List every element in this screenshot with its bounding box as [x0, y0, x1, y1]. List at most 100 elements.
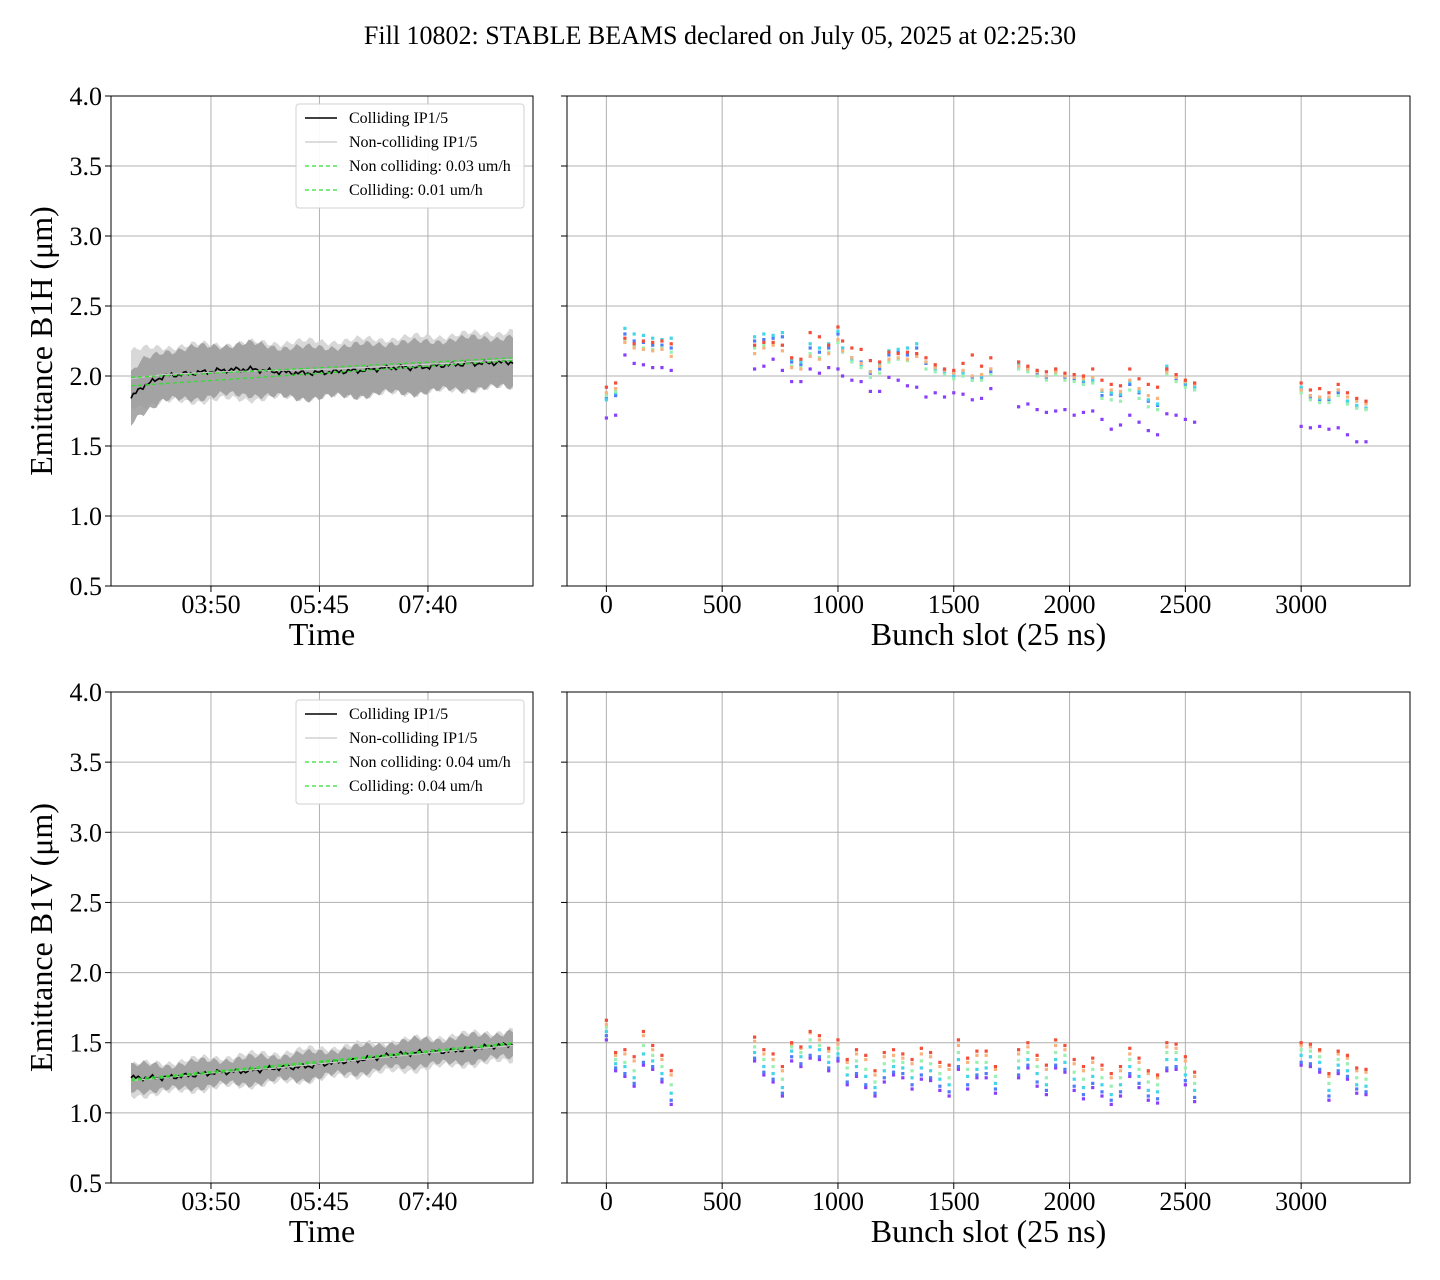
bunch-point [827, 1060, 831, 1064]
bunch-point [887, 353, 891, 357]
bunch-point [975, 1073, 979, 1077]
bunch-point [1063, 1070, 1067, 1074]
bunch-point [1091, 1056, 1095, 1060]
bunch-point [1318, 395, 1322, 399]
bunch-point [984, 1071, 988, 1076]
bunch-point [1299, 1063, 1303, 1067]
bunch-point [799, 1050, 803, 1055]
bunch-point [938, 1084, 942, 1088]
bunch-point [1327, 1081, 1331, 1085]
bunch-point [956, 1067, 960, 1071]
bunch-point [840, 374, 845, 378]
bunch-point [868, 359, 872, 363]
bunch-point [762, 340, 766, 344]
bunch-point [966, 1060, 970, 1064]
bunch-point [905, 353, 910, 357]
non-colliding-line [130, 358, 514, 380]
bunch-point [1054, 1050, 1058, 1055]
bunch-point [1165, 1041, 1169, 1045]
bunch-point [827, 1055, 831, 1059]
bunch-points [604, 1018, 1368, 1107]
bunch-point [780, 1077, 784, 1081]
bunch-point [1035, 408, 1039, 412]
bunch-point [896, 356, 900, 360]
bunch-point [845, 1057, 849, 1062]
bunch-point [1081, 410, 1086, 414]
bunch-point [669, 350, 673, 354]
bunch-point [868, 389, 872, 393]
bunch-point [632, 339, 636, 343]
bunch-point [752, 1056, 757, 1060]
bunch-point [993, 1064, 998, 1069]
bunch-point [1336, 1069, 1340, 1073]
bunch-point [632, 1069, 636, 1073]
bunch-point [780, 1086, 784, 1090]
bunch-point [1155, 1101, 1160, 1105]
bunch-point [1165, 1050, 1169, 1055]
bunch-point [1345, 433, 1350, 437]
bunch-point [1137, 1056, 1141, 1060]
bunch-point [1193, 1100, 1197, 1104]
bunch-point [1174, 1050, 1178, 1055]
bunch-point [1044, 378, 1048, 382]
bunch-point [762, 1070, 766, 1074]
bunch-point [1109, 1071, 1113, 1076]
bunch-point [910, 1062, 914, 1066]
bunch-point [651, 1048, 655, 1052]
bunch-point [1336, 1049, 1340, 1053]
bunch-point [1299, 385, 1303, 389]
bunch-point [641, 1060, 646, 1064]
bunch-point [1193, 381, 1197, 385]
bunch-point [850, 346, 854, 350]
bunch-point [771, 343, 775, 347]
bunch-point [989, 373, 993, 377]
bunch-point [882, 1069, 886, 1073]
y-tick-label: 4.0 [70, 678, 103, 707]
bunch-point [1044, 1063, 1048, 1067]
bunch-point [604, 394, 608, 398]
bunch-point [1063, 1043, 1067, 1048]
bunch-point [660, 1053, 664, 1057]
bunch-point [1336, 1063, 1340, 1067]
bunch-point [660, 1077, 664, 1081]
bunch-point [979, 364, 984, 368]
bunch-point [910, 1057, 914, 1062]
bunch-point [966, 1067, 970, 1071]
bunch-point [808, 342, 812, 346]
bunch-point [632, 1084, 636, 1088]
bunch-point [817, 1034, 822, 1038]
bunch-point [1146, 1071, 1150, 1076]
x-tick-label: 03:50 [181, 590, 240, 619]
bunch-point [1345, 1056, 1350, 1060]
bunch-point [1308, 1042, 1313, 1046]
x-tick-label: 2000 [1044, 590, 1096, 619]
y-tick-label: 3.0 [70, 222, 103, 251]
bunch-point [1318, 1048, 1322, 1052]
bunch-point [799, 357, 803, 361]
bunch-point [942, 395, 947, 399]
bunch-point [845, 1080, 849, 1084]
bunch-point [1308, 1049, 1313, 1053]
bunch-point [1345, 399, 1350, 403]
bunch-point [850, 360, 854, 364]
bunch-point [1063, 1048, 1067, 1052]
bunch-point [1091, 1067, 1095, 1071]
bunch-point [660, 1057, 664, 1062]
bunch-point [1308, 1055, 1313, 1059]
bunch-point [1100, 1090, 1104, 1094]
bunch-point [604, 416, 608, 420]
bunch-point [817, 1048, 822, 1052]
x-axis-label: Time [289, 616, 355, 652]
bunch-point [905, 346, 910, 350]
bunch-point [1336, 394, 1340, 398]
bunch-point [799, 1045, 803, 1049]
bunch-point [1155, 1090, 1160, 1094]
bunch-point [660, 347, 664, 351]
bunch-point [1118, 389, 1123, 393]
bunch-point [1026, 1041, 1030, 1045]
bunch-point [859, 380, 863, 384]
bunch-point [1137, 1074, 1141, 1078]
bunch-point [641, 333, 646, 337]
bunch-point [817, 371, 822, 375]
bunch-point [780, 1069, 784, 1073]
